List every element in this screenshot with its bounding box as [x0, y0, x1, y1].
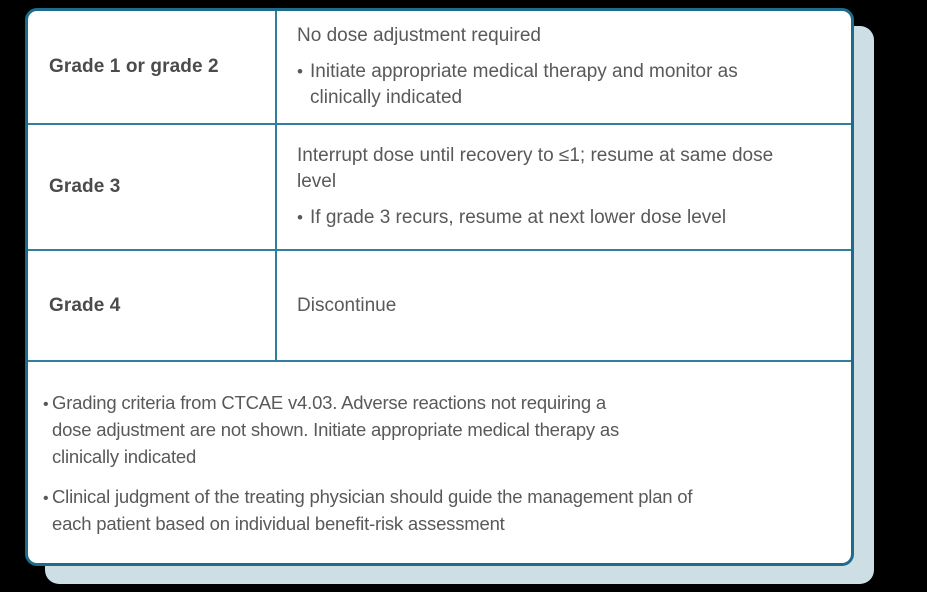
- dose-modification-table-card: Grade 1 or grade 2 No dose adjustment re…: [25, 8, 854, 566]
- footnote-line: dose adjustment are not shown. Initiate …: [52, 418, 620, 440]
- grade-label: Grade 3: [49, 176, 121, 197]
- bullet-icon: •: [43, 395, 49, 413]
- grade-cell: Grade 4: [28, 251, 277, 360]
- bullet-text: Initiate appropriate medical therapy and…: [310, 61, 738, 108]
- footnote-clinical-judgment: • Clinical judgment of the treating phys…: [43, 483, 841, 537]
- grade-label: Grade 4: [49, 294, 121, 316]
- footnote-text: Grading criteria from CTCAE v4.03. Adver…: [52, 389, 841, 470]
- footnote-grading-criteria: • Grading criteria from CTCAE v4.03. Adv…: [43, 389, 841, 470]
- table-row-grade-1-2: Grade 1 or grade 2 No dose adjustment re…: [28, 11, 851, 125]
- bullet-icon: •: [297, 62, 303, 81]
- action-bullet-item: • If grade 3 recurs, resume at next lowe…: [297, 205, 779, 231]
- grade-cell: Grade 1 or grade 2: [28, 11, 277, 123]
- bullet-icon: •: [297, 208, 303, 227]
- action-content: Discontinue: [297, 293, 779, 319]
- action-content: No dose adjustment required • Initiate a…: [297, 23, 779, 111]
- footnotes-section: • Grading criteria from CTCAE v4.03. Adv…: [28, 362, 851, 563]
- footnote-text: Clinical judgment of the treating physic…: [52, 483, 841, 537]
- action-cell: Interrupt dose until recovery to ≤1; res…: [277, 125, 851, 249]
- action-content: Interrupt dose until recovery to ≤1; res…: [297, 143, 779, 231]
- table-row-grade-3: Grade 3 Interrupt dose until recovery to…: [28, 125, 851, 251]
- action-text: Discontinue: [297, 294, 397, 316]
- action-text: Interrupt dose until recovery to ≤1; res…: [297, 145, 774, 192]
- table-row-grade-4: Grade 4 Discontinue: [28, 251, 851, 362]
- footnote-line: Clinical judgment of the treating physic…: [52, 485, 693, 507]
- action-text: No dose adjustment required: [297, 25, 541, 46]
- bullet-icon: •: [43, 489, 49, 507]
- footnote-line: clinically indicated: [52, 445, 197, 467]
- grade-label: Grade 1 or grade 2: [49, 56, 219, 77]
- bullet-text: If grade 3 recurs, resume at next lower …: [310, 207, 727, 228]
- action-cell: Discontinue: [277, 251, 851, 360]
- grade-cell: Grade 3: [28, 125, 277, 249]
- footnote-line: Grading criteria from CTCAE v4.03. Adver…: [52, 391, 606, 413]
- action-cell: No dose adjustment required • Initiate a…: [277, 11, 851, 123]
- footnote-line: each patient based on individual benefit…: [52, 512, 505, 534]
- action-bullet-item: • Initiate appropriate medical therapy a…: [297, 59, 779, 111]
